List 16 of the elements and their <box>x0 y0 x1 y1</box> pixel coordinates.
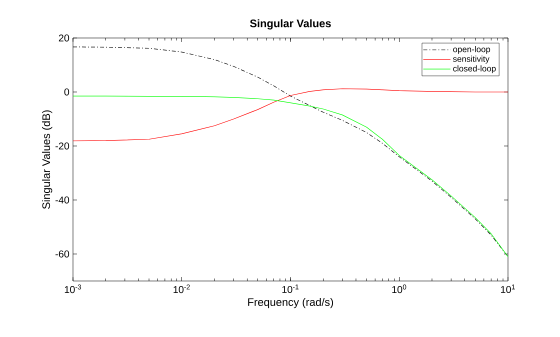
x-tick-label: 10$^{1}$ <box>501 284 515 294</box>
y-tick-label: 0 <box>64 88 70 96</box>
x-axis-title: Frequency (rad/s) <box>248 298 334 308</box>
legend-label: open-loop <box>453 46 490 54</box>
chart-title: Singular Values <box>250 19 331 30</box>
x-tick-label: 10$^{0}$ <box>392 284 406 294</box>
y-axis-title: Singular Values (dB) <box>42 110 52 209</box>
y-tick-label: -20 <box>56 142 70 150</box>
y-tick-label: -40 <box>56 196 70 204</box>
legend-label: closed-loop <box>453 65 496 74</box>
x-tick-label: 10$^{-3}$ <box>64 284 82 294</box>
y-tick-label: 20 <box>58 34 70 42</box>
x-tick-label: 10$^{-2}$ <box>174 284 190 294</box>
x-tick-label: 10$^{-1}$ <box>282 284 299 294</box>
legend-label: sensitivity <box>453 56 490 64</box>
y-tick-label: -60 <box>56 250 70 258</box>
